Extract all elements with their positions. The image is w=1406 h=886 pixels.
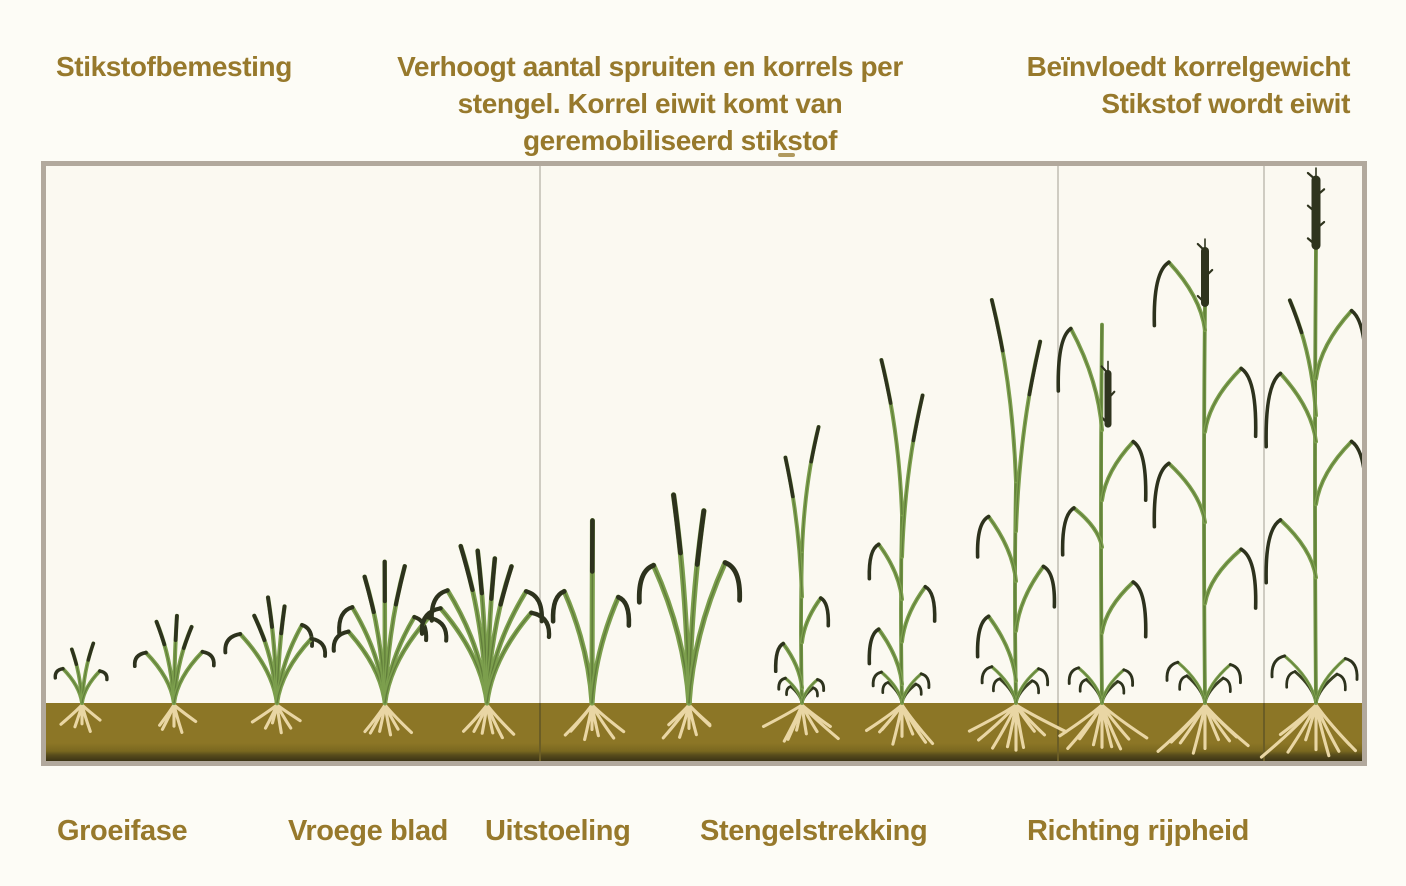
stage-label-stengelstrekking: Stengelstrekking [700, 815, 928, 847]
plant-stage-9 [865, 358, 937, 746]
annotation-fertilization: Stikstofbemesting [56, 51, 292, 82]
annotation-middle-line-2: stengel. Korrel eiwit komt van [457, 88, 843, 119]
annotation-tillering-effect: Verhoogt aantal spruiten en korrels per … [330, 48, 970, 159]
growth-diagram-box [41, 161, 1367, 766]
plant-stage-1 [53, 641, 109, 733]
annotation-right-line-1: Beïnvloedt korrelgewicht [1026, 51, 1351, 82]
section-divider [1263, 166, 1265, 761]
plant-stage-8 [761, 425, 840, 743]
section-divider [539, 166, 541, 761]
plant-stage-11 [1056, 322, 1149, 751]
stage-label-uitstoeling: Uitstoeling [485, 815, 631, 847]
stage-label-vroege-blad: Vroege blad [288, 815, 448, 847]
annotation-grain-weight: Beïnvloedt korrelgewicht Stikstof wordt … [1026, 48, 1351, 122]
stage-label-groeifase: Groeifase [57, 815, 188, 847]
plant-stage-12 [1152, 238, 1258, 755]
plant-stage-10 [967, 298, 1068, 752]
section-divider [1057, 166, 1059, 761]
plant-stage-3 [223, 595, 328, 735]
plant-stage-4 [331, 559, 449, 737]
plant-stage-13 [1259, 167, 1362, 759]
plant-stage-6 [550, 518, 632, 742]
annotation-middle-line-3: geremobiliseerd stikstof [522, 125, 838, 156]
plant-stage-7 [636, 492, 743, 740]
annotation-right-line-2: Stikstof wordt eiwit [1101, 88, 1350, 119]
stage-label-richting-rijpheid: Richting rijpheid [1027, 815, 1249, 847]
annotation-middle-line-1: Verhoogt aantal spruiten en korrels per [397, 51, 903, 82]
stray-underline-mark [778, 153, 795, 157]
plant-stage-2 [132, 613, 216, 734]
plants-svg [53, 167, 1362, 759]
plant-stage-5 [419, 543, 552, 740]
